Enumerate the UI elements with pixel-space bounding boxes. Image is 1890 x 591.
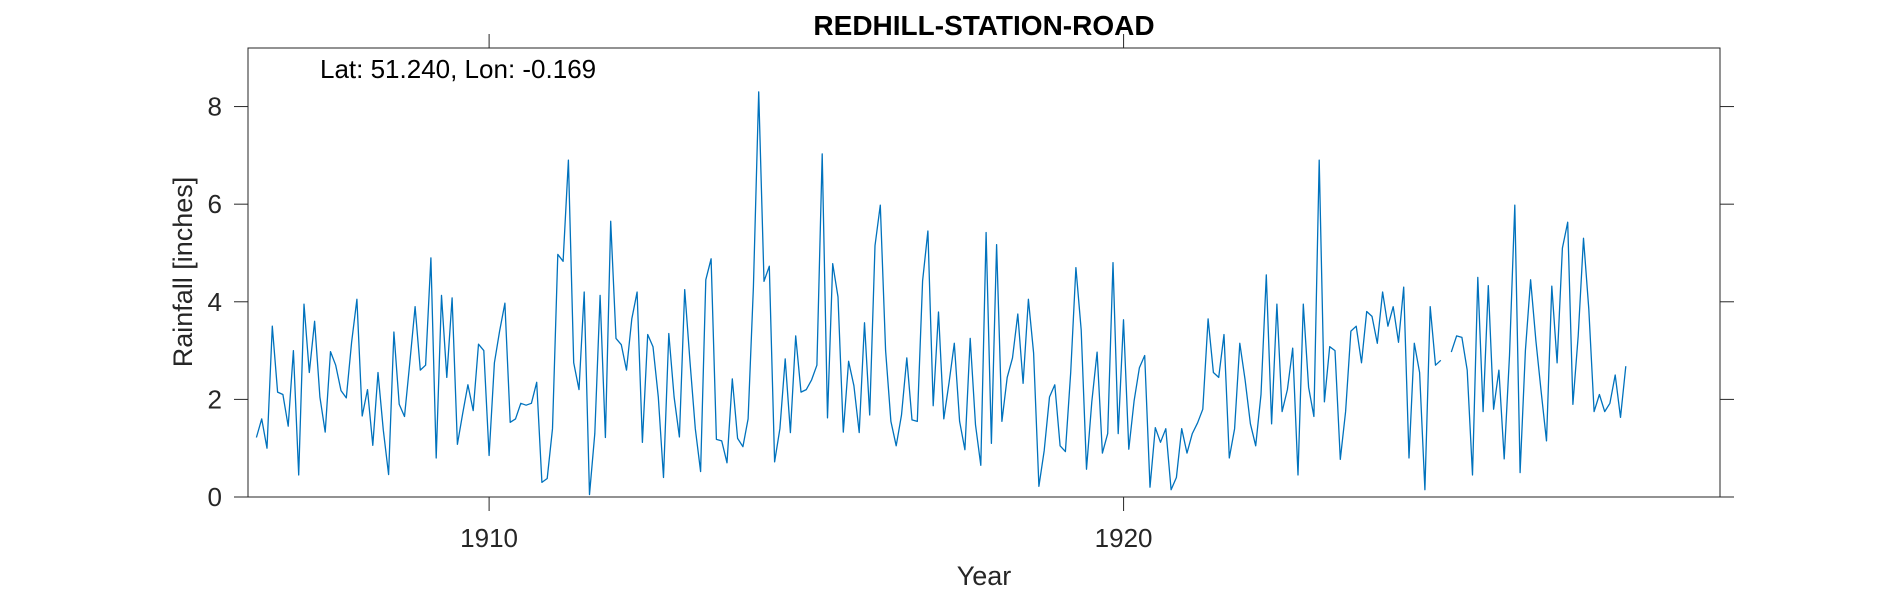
data-series xyxy=(255,91,1627,496)
y-tick-label: 8 xyxy=(208,92,222,122)
x-tick-labels: 1910 1920 xyxy=(460,523,1152,553)
tick-marks xyxy=(234,34,1734,511)
y-tick-label: 6 xyxy=(208,189,222,219)
y-tick-label: 4 xyxy=(208,287,222,317)
y-tick-label: 0 xyxy=(208,482,222,512)
rainfall-series-line xyxy=(255,91,1442,496)
chart-title: REDHILL-STATION-ROAD xyxy=(813,10,1154,41)
y-tick-labels: 0 2 4 6 8 xyxy=(208,92,222,512)
rainfall-series-line xyxy=(1450,204,1627,476)
location-annotation: Lat: 51.240, Lon: -0.169 xyxy=(320,54,596,84)
y-axis-label: Rainfall [inches] xyxy=(168,177,198,368)
plot-area xyxy=(247,47,1721,498)
y-tick-label: 2 xyxy=(208,384,222,414)
x-tick-label: 1920 xyxy=(1095,523,1153,553)
x-tick-label: 1910 xyxy=(460,523,518,553)
x-axis-label: Year xyxy=(957,561,1012,591)
